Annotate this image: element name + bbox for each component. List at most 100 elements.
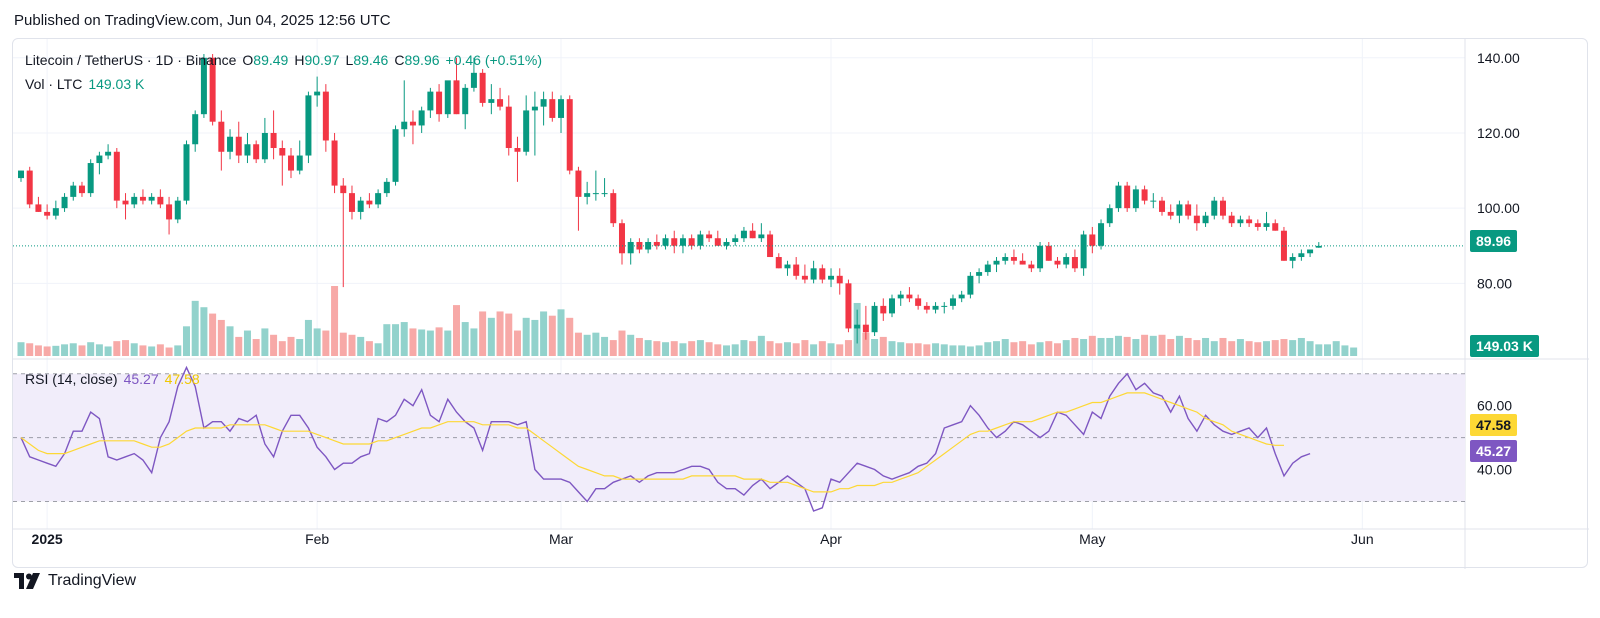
volume-bar — [566, 317, 574, 356]
volume-bar — [304, 319, 312, 356]
candle-body — [514, 148, 521, 152]
chart-frame[interactable]: 80.00 100.00 120.00 140.00 40.00 60.00 2025 Feb… — [12, 38, 1589, 569]
candle-body — [714, 238, 721, 246]
volume-bar — [182, 326, 190, 356]
volume-bar — [296, 339, 304, 356]
rsi-line — [20, 365, 1311, 512]
volume-bar — [1193, 340, 1201, 356]
candle-body — [967, 275, 974, 295]
volume-bar — [339, 332, 347, 356]
candle-body — [1002, 257, 1009, 261]
candle-body — [488, 99, 495, 103]
candle-body — [889, 298, 895, 314]
volume-bar — [1097, 337, 1105, 356]
volume-bar — [801, 340, 809, 356]
volume-bar — [1158, 334, 1166, 356]
volume-bar — [357, 336, 365, 356]
volume-bar — [1280, 339, 1288, 356]
candle-body — [174, 200, 181, 220]
volume-bar — [705, 342, 713, 356]
volume-bar — [156, 344, 164, 356]
volume-bar — [1036, 342, 1044, 356]
volume-bar — [1271, 340, 1279, 356]
candle-body — [949, 298, 956, 306]
candle-body — [270, 132, 277, 149]
candle-body — [1211, 200, 1218, 216]
volume-bar — [278, 341, 286, 356]
volume-bar — [522, 317, 530, 356]
volume-bar — [505, 313, 513, 356]
open-label: O — [242, 52, 254, 68]
volume-bar — [26, 343, 34, 356]
candle-body — [1193, 215, 1200, 224]
change-value: +0.46 (+0.51%) — [445, 52, 543, 68]
candle-body — [566, 99, 573, 171]
price-legend: Litecoin / TetherUS · 1D · Binance O89.49… — [25, 52, 548, 68]
volume-bar — [461, 322, 469, 356]
volume-bar — [1001, 339, 1009, 356]
candle-body — [139, 196, 146, 201]
candle-body — [288, 155, 295, 171]
volume-bar — [252, 339, 260, 356]
candle-body — [636, 241, 643, 250]
volume-bar — [574, 332, 582, 356]
volume-bar — [1289, 340, 1297, 356]
volume-bar — [601, 336, 609, 356]
volume-bar — [130, 343, 138, 356]
candle-body — [775, 257, 782, 269]
candle-body — [1019, 260, 1026, 265]
volume-bar — [871, 339, 879, 356]
candle-body — [941, 305, 948, 307]
volume-bar — [993, 341, 1001, 356]
candle-body — [1063, 257, 1070, 265]
volume-bar — [923, 344, 931, 356]
candle-body — [880, 305, 887, 314]
volume-bar — [426, 330, 434, 356]
candle-body — [392, 129, 399, 182]
candle-body — [645, 241, 652, 250]
volume-bar — [365, 341, 373, 356]
price-tick-label: 120.00 — [1477, 125, 1520, 141]
candle-body — [1315, 245, 1322, 248]
rsi-value: 45.27 — [123, 371, 159, 387]
volume-bar — [609, 340, 617, 356]
volume-bar — [897, 342, 905, 356]
rsi-tick-label: 60.00 — [1477, 398, 1512, 414]
candle-body — [453, 80, 460, 115]
volume-bar — [540, 311, 548, 356]
volume-bar — [1167, 339, 1175, 356]
candle-body — [253, 144, 260, 160]
volume-bar — [1080, 339, 1088, 356]
volume-bar — [418, 329, 426, 356]
candle-body — [871, 305, 878, 333]
candle-body — [688, 238, 695, 246]
candle-body — [1054, 260, 1061, 265]
volume-bar — [792, 343, 800, 356]
volume-bar — [1228, 341, 1236, 356]
volume-bar — [810, 344, 818, 356]
volume-bar — [932, 343, 940, 356]
candle-body — [96, 155, 103, 164]
volume-bar — [1106, 337, 1114, 356]
volume-bar — [1263, 341, 1271, 356]
axis-layer: 80.00 100.00 120.00 140.00 40.00 60.00 2025 Feb… — [32, 50, 1520, 547]
candle-body — [1089, 234, 1096, 246]
candle-body — [531, 106, 538, 111]
candle-body — [810, 268, 817, 280]
time-tick-label: May — [1079, 531, 1105, 547]
rsi-ma-axis-label: 47.58 — [1470, 414, 1518, 436]
volume-bar — [757, 335, 765, 356]
candle-body — [584, 193, 591, 197]
volume-bar — [313, 328, 321, 356]
volume-bar — [1332, 341, 1340, 356]
volume-bar — [1254, 342, 1262, 356]
tradingview-logo[interactable]: TradingView — [14, 572, 136, 590]
candle-body — [444, 80, 451, 115]
volume-bar — [635, 337, 643, 356]
candle-body — [671, 238, 678, 246]
high-value: 90.97 — [304, 52, 340, 68]
candle-body — [767, 234, 774, 258]
chart-svg[interactable]: 80.00 100.00 120.00 140.00 40.00 60.00 2025 Feb… — [13, 39, 1589, 569]
candle-body — [627, 241, 634, 254]
candle-body — [1045, 245, 1052, 261]
